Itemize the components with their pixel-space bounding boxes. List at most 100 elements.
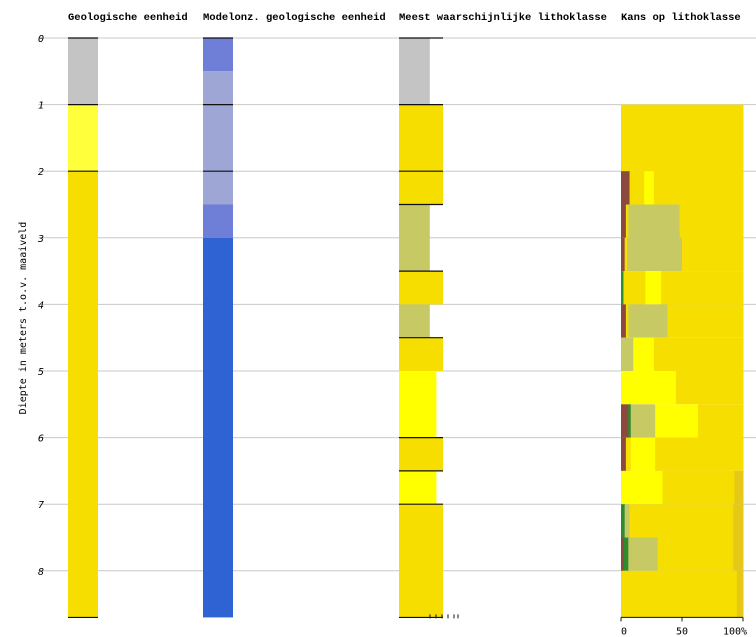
probability-row xyxy=(621,337,744,371)
x-tick-label: 0 xyxy=(621,626,627,637)
probability-segment xyxy=(621,171,631,205)
probability-segment xyxy=(661,271,744,305)
probability-segment xyxy=(625,437,632,471)
x-tick-label: 100% xyxy=(723,626,747,637)
probability-segment xyxy=(645,271,662,305)
depth-columns xyxy=(68,37,459,619)
y-tick-label: 0 xyxy=(38,34,44,45)
probability-segment xyxy=(633,337,655,371)
probability-segment xyxy=(629,504,734,538)
column-segment xyxy=(399,271,443,305)
probability-row xyxy=(621,504,744,538)
probability-segment xyxy=(621,470,663,505)
header-meest-waarschijnlijke-lithoklasse: Meest waarschijnlijke lithoklasse xyxy=(399,12,607,24)
probability-row xyxy=(621,271,744,305)
probability-segment xyxy=(679,204,744,238)
y-tick-labels: 0 1 2 3 4 5 6 7 8 xyxy=(37,34,44,578)
probability-segment xyxy=(675,371,744,405)
probability-row xyxy=(621,304,744,338)
probability-segment xyxy=(624,504,631,538)
probability-segment xyxy=(621,404,629,438)
probability-segment xyxy=(733,537,744,571)
probability-segment xyxy=(621,570,738,618)
y-tick-label: 7 xyxy=(38,500,44,511)
column-segment xyxy=(399,437,443,471)
probability-row xyxy=(621,204,744,238)
probability-segment xyxy=(625,304,629,338)
probability-segment xyxy=(653,337,744,371)
column-segment xyxy=(203,204,233,238)
y-tick-label: 4 xyxy=(38,300,44,311)
probability-segment xyxy=(628,304,668,338)
column-segment xyxy=(399,470,437,505)
column-segment xyxy=(68,104,98,172)
probability-segment xyxy=(621,371,677,405)
probability-row xyxy=(621,437,744,471)
probability-segment xyxy=(623,537,629,571)
column-2 xyxy=(399,37,443,619)
probability-segment xyxy=(655,437,744,471)
probability-segment xyxy=(624,237,628,272)
probability-segment xyxy=(697,404,744,438)
probability-row xyxy=(621,570,744,618)
probability-row xyxy=(621,171,744,205)
column-segment xyxy=(203,38,233,72)
probability-segment xyxy=(734,470,744,505)
y-tick-label: 2 xyxy=(38,167,44,178)
column-segment xyxy=(399,104,443,205)
column-segment xyxy=(399,304,430,338)
y-tick-label: 3 xyxy=(37,234,44,245)
probability-segment xyxy=(621,504,626,538)
probability-segment xyxy=(733,504,744,538)
column-headers: Geologische eenheid Modelonz. geologisch… xyxy=(68,12,741,24)
column-segment xyxy=(399,337,443,371)
probability-segment xyxy=(682,237,744,272)
y-tick-label: 1 xyxy=(38,101,44,112)
probability-segment xyxy=(621,104,744,172)
probability-segment xyxy=(623,271,646,305)
probability-segment xyxy=(621,271,624,305)
probability-x-axis: 0 50 100% xyxy=(620,616,747,637)
column-segment xyxy=(68,171,98,618)
probability-segment xyxy=(667,304,744,338)
column-0 xyxy=(68,37,98,619)
probability-segment xyxy=(621,337,634,371)
probability-segment xyxy=(629,171,645,205)
column-segment xyxy=(399,371,437,438)
column-segment xyxy=(68,38,98,105)
probability-segment xyxy=(736,570,744,618)
probability-segment xyxy=(628,404,632,438)
probability-segment xyxy=(630,404,656,438)
probability-segment xyxy=(621,437,627,471)
probability-segment xyxy=(625,204,629,238)
probability-segment xyxy=(662,470,735,505)
y-tick-label: 5 xyxy=(38,367,44,378)
probability-segment xyxy=(655,404,699,438)
probability-row xyxy=(621,470,744,505)
header-kans-op-lithoklasse: Kans op lithoklasse xyxy=(621,12,741,24)
column-segment xyxy=(203,71,233,205)
probability-segment xyxy=(653,171,744,205)
gridlines xyxy=(38,37,756,572)
probability-row xyxy=(621,537,744,571)
probability-segment xyxy=(627,237,683,272)
probability-row xyxy=(621,404,744,438)
y-tick-label: 8 xyxy=(38,567,44,578)
probability-row xyxy=(621,237,744,272)
probability-segment xyxy=(621,304,627,338)
probability-segment xyxy=(621,204,627,238)
column-segment xyxy=(203,237,233,618)
probability-segment xyxy=(621,237,626,272)
probability-row xyxy=(621,104,744,172)
probability-column xyxy=(621,104,744,618)
column-1 xyxy=(203,37,233,618)
probability-segment xyxy=(657,537,734,571)
column-segment xyxy=(399,504,443,618)
x-tick-label: 50 xyxy=(676,626,688,637)
probability-segment xyxy=(621,537,624,571)
column-bottom-ticks xyxy=(429,614,459,619)
y-axis-label: Diepte in meters t.o.v. maaiveld xyxy=(18,222,29,415)
header-modelonz-geologische-eenheid: Modelonz. geologische eenheid xyxy=(203,12,386,24)
column-segment xyxy=(399,204,430,272)
